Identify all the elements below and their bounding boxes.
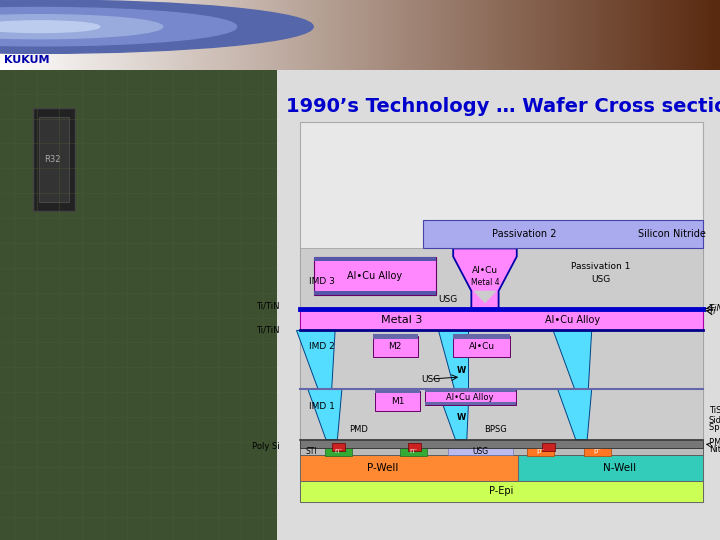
Bar: [39, 117, 69, 202]
Bar: [300, 248, 703, 309]
Text: P-Epi: P-Epi: [490, 487, 513, 496]
Text: USG: USG: [421, 375, 440, 383]
Text: STI: STI: [305, 447, 317, 456]
Bar: [425, 389, 516, 406]
Bar: [541, 443, 555, 451]
Polygon shape: [557, 389, 592, 440]
Bar: [313, 256, 436, 261]
Text: TiN ARC: TiN ARC: [708, 303, 720, 313]
Bar: [325, 447, 352, 456]
Bar: [400, 447, 427, 456]
Text: R32: R32: [45, 155, 61, 164]
Text: Poly Si: Poly Si: [252, 442, 279, 451]
Text: Al•Cu: Al•Cu: [469, 342, 495, 351]
Bar: [375, 391, 420, 411]
Text: Nitride: Nitride: [708, 446, 720, 454]
Bar: [300, 448, 703, 455]
Bar: [313, 291, 436, 295]
Circle shape: [0, 0, 313, 53]
Bar: [300, 481, 703, 502]
Bar: [300, 389, 703, 440]
Circle shape: [0, 15, 163, 39]
Circle shape: [0, 21, 100, 32]
Text: Metal 4: Metal 4: [471, 278, 499, 287]
Text: PMD: PMD: [349, 425, 369, 434]
Text: IMD 3: IMD 3: [309, 278, 335, 286]
Text: Ti/TiN: Ti/TiN: [256, 302, 279, 310]
Text: USG: USG: [472, 447, 488, 456]
Bar: [372, 336, 418, 357]
Bar: [527, 447, 554, 456]
Bar: [300, 455, 518, 481]
Text: Sidewall: Sidewall: [708, 416, 720, 425]
Polygon shape: [553, 330, 592, 389]
Text: KUKUM: KUKUM: [4, 55, 49, 65]
Text: P-Well: P-Well: [367, 463, 398, 473]
Text: Al•Cu Alloy: Al•Cu Alloy: [347, 271, 402, 281]
Text: Al•Cu Alloy: Al•Cu Alloy: [446, 393, 494, 402]
Text: Passivation 1: Passivation 1: [571, 262, 631, 271]
Text: p⁻: p⁻: [536, 448, 544, 454]
Text: M1: M1: [391, 397, 405, 406]
Text: n⁻: n⁻: [334, 448, 343, 454]
Bar: [425, 389, 516, 392]
Bar: [423, 220, 703, 248]
Bar: [584, 447, 611, 456]
Bar: [408, 443, 421, 451]
Text: IMD 1: IMD 1: [309, 402, 335, 411]
Text: USG: USG: [591, 275, 611, 285]
Bar: [313, 256, 436, 295]
Text: IMD 2: IMD 2: [309, 342, 335, 352]
Polygon shape: [297, 330, 335, 389]
Circle shape: [0, 8, 237, 46]
Bar: [453, 336, 510, 357]
Text: TiSi₂: TiSi₂: [708, 406, 720, 415]
Bar: [518, 455, 703, 481]
Bar: [33, 108, 75, 211]
Bar: [453, 334, 510, 339]
Text: Metal 3: Metal 3: [382, 315, 423, 325]
Polygon shape: [474, 291, 496, 303]
Text: Passivation 2: Passivation 2: [492, 229, 557, 239]
Text: 1990’s Technology … Wafer Cross section: 1990’s Technology … Wafer Cross section: [287, 97, 720, 116]
Text: Ti: Ti: [708, 307, 716, 316]
Text: Spacer, USG: Spacer, USG: [708, 423, 720, 432]
Polygon shape: [438, 330, 468, 389]
Text: Ti/TiN: Ti/TiN: [256, 326, 279, 335]
Bar: [375, 389, 420, 393]
Polygon shape: [453, 248, 517, 309]
Text: n⁻: n⁻: [410, 448, 418, 454]
Polygon shape: [437, 389, 469, 440]
Text: PMD Barrier: PMD Barrier: [708, 438, 720, 447]
Text: W: W: [456, 367, 466, 375]
Bar: [300, 440, 703, 448]
Bar: [300, 310, 703, 330]
Bar: [448, 448, 513, 455]
Bar: [300, 330, 703, 389]
Text: M2: M2: [389, 342, 402, 351]
Text: USG: USG: [438, 294, 457, 303]
Text: Al•Cu: Al•Cu: [472, 266, 498, 275]
Bar: [425, 402, 516, 406]
Text: Al•Cu Alloy: Al•Cu Alloy: [545, 315, 600, 325]
Text: N-Well: N-Well: [603, 463, 636, 473]
Bar: [372, 334, 418, 339]
Text: p⁻: p⁻: [593, 448, 601, 454]
Bar: [332, 443, 346, 451]
Bar: [300, 122, 703, 502]
Text: BPSG: BPSG: [484, 425, 507, 434]
Polygon shape: [308, 389, 342, 440]
Text: Silicon Nitride: Silicon Nitride: [639, 229, 706, 239]
Text: W: W: [456, 413, 466, 422]
